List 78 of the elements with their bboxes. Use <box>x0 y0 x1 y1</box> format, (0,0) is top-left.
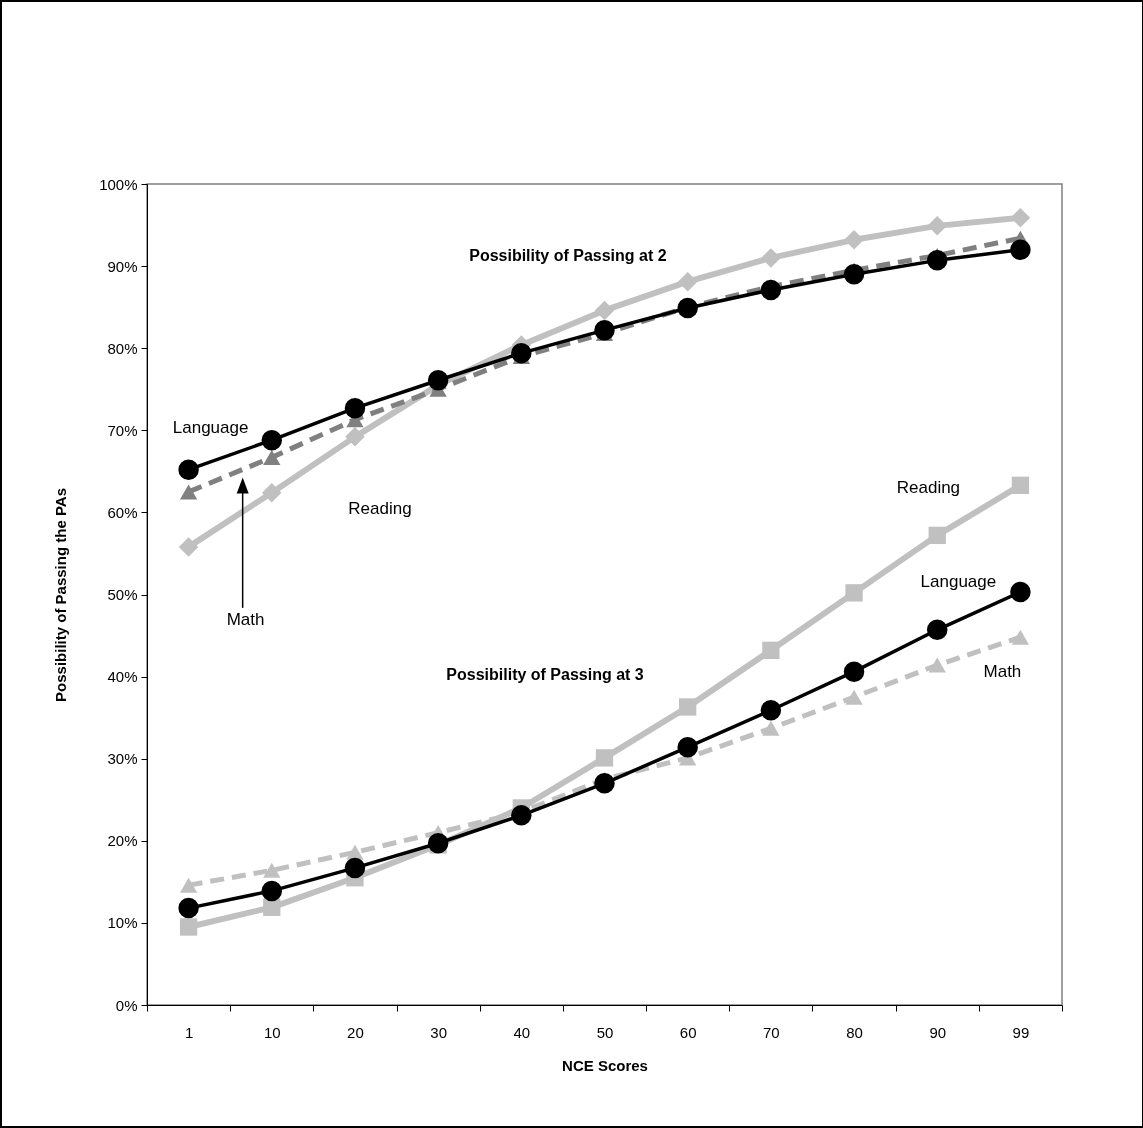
point <box>427 369 449 391</box>
point <box>1011 476 1030 494</box>
point <box>178 459 199 480</box>
y-tick-label: 90% <box>107 257 138 275</box>
point <box>594 319 615 341</box>
point <box>595 749 614 767</box>
series-label: Math <box>983 662 1022 682</box>
point <box>179 484 198 500</box>
point <box>677 736 698 758</box>
annotation: Possibility of Passing at 3 <box>446 665 644 683</box>
y-tick-label: 80% <box>107 339 138 357</box>
x-tick-label: 90 <box>929 1023 947 1041</box>
y-tick-label: 30% <box>107 750 138 768</box>
x-tick-label: 60 <box>679 1023 697 1041</box>
y-tick-label: 100% <box>99 175 138 193</box>
point <box>762 720 780 736</box>
point <box>263 898 281 916</box>
x-axis-title: NCE Scores <box>562 1056 648 1074</box>
x-tick-label: 70 <box>763 1023 780 1041</box>
point <box>677 271 698 292</box>
point <box>679 698 697 716</box>
point <box>594 773 615 794</box>
y-tick-label: 20% <box>107 832 138 850</box>
point <box>344 397 366 419</box>
y-tick-label: 60% <box>107 503 138 521</box>
point <box>511 342 532 364</box>
point <box>928 526 946 545</box>
text: Math <box>226 609 265 629</box>
point <box>263 862 281 878</box>
x-tick-label: 99 <box>1012 1023 1030 1041</box>
x-tick-label: 50 <box>596 1023 614 1041</box>
point <box>926 619 948 641</box>
point <box>843 661 865 682</box>
point <box>1010 239 1031 260</box>
point <box>178 897 199 919</box>
point <box>762 641 780 659</box>
point <box>1010 581 1031 603</box>
x-tick-label: 1 <box>184 1023 194 1041</box>
point <box>511 805 532 826</box>
x-tick-label: 10 <box>263 1023 281 1041</box>
point <box>594 300 615 321</box>
point <box>261 880 283 902</box>
series-label: Language <box>172 417 249 437</box>
point <box>262 482 282 503</box>
y-tick-label: 50% <box>107 586 138 603</box>
point <box>760 279 782 301</box>
y-tick-label: 40% <box>107 668 138 686</box>
point <box>179 918 198 936</box>
x-tick-label: 80 <box>846 1023 863 1041</box>
point <box>1010 207 1031 228</box>
point <box>344 857 366 879</box>
y-tick-label: 10% <box>107 914 138 932</box>
x-tick-label: 40 <box>513 1023 531 1041</box>
point <box>927 216 947 236</box>
point <box>261 429 283 451</box>
y-axis-title: Possibility of Passing the PAs <box>52 488 70 702</box>
point <box>928 657 946 673</box>
point <box>843 264 865 285</box>
point <box>263 449 281 465</box>
point <box>179 877 198 893</box>
point <box>845 689 863 705</box>
text: Reading <box>348 498 412 518</box>
y-tick-label: 0% <box>115 996 138 1014</box>
x-tick-label: 30 <box>430 1023 447 1041</box>
point <box>845 584 863 602</box>
point <box>926 250 948 271</box>
point <box>760 700 782 721</box>
series-label: Reading <box>896 478 961 498</box>
point <box>178 537 199 557</box>
series-label: Language <box>920 572 997 592</box>
annotation: Possibility of Passing at 2 <box>469 247 667 265</box>
point <box>844 230 864 250</box>
point <box>677 297 698 319</box>
point <box>761 248 781 268</box>
point <box>1011 629 1030 645</box>
point <box>345 427 365 447</box>
y-tick-label: 70% <box>107 421 138 439</box>
x-tick-label: 20 <box>347 1023 364 1041</box>
